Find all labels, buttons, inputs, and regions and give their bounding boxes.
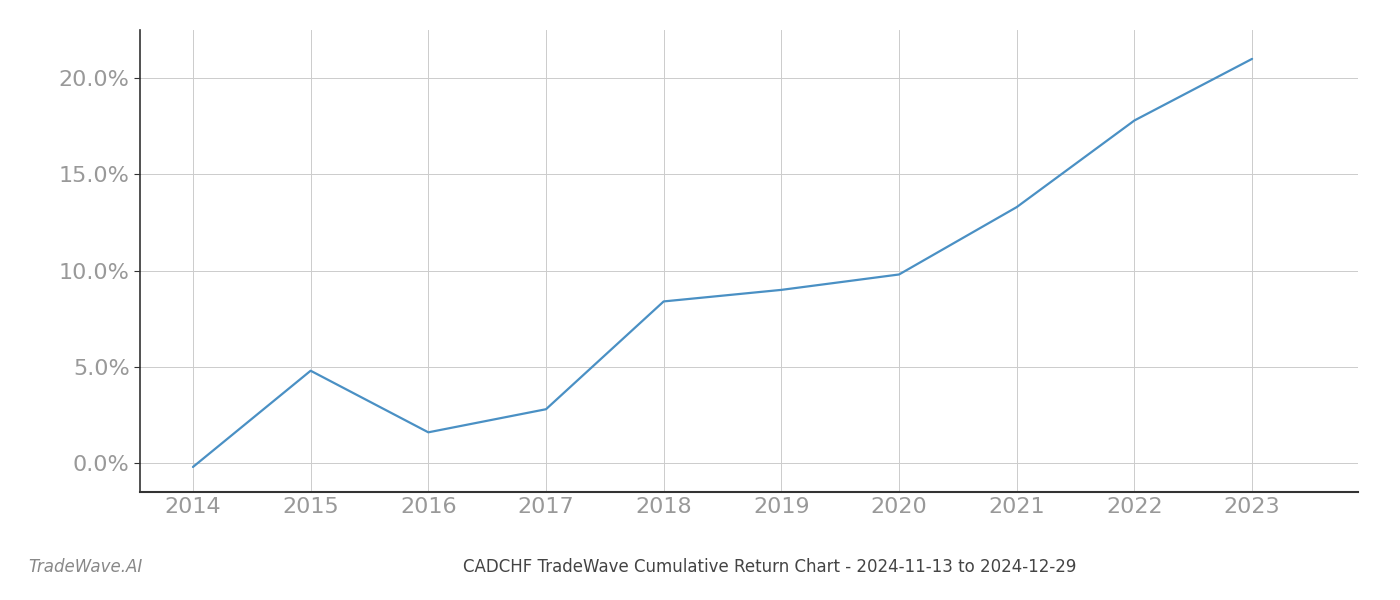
- Text: CADCHF TradeWave Cumulative Return Chart - 2024-11-13 to 2024-12-29: CADCHF TradeWave Cumulative Return Chart…: [463, 558, 1077, 576]
- Text: TradeWave.AI: TradeWave.AI: [28, 558, 143, 576]
